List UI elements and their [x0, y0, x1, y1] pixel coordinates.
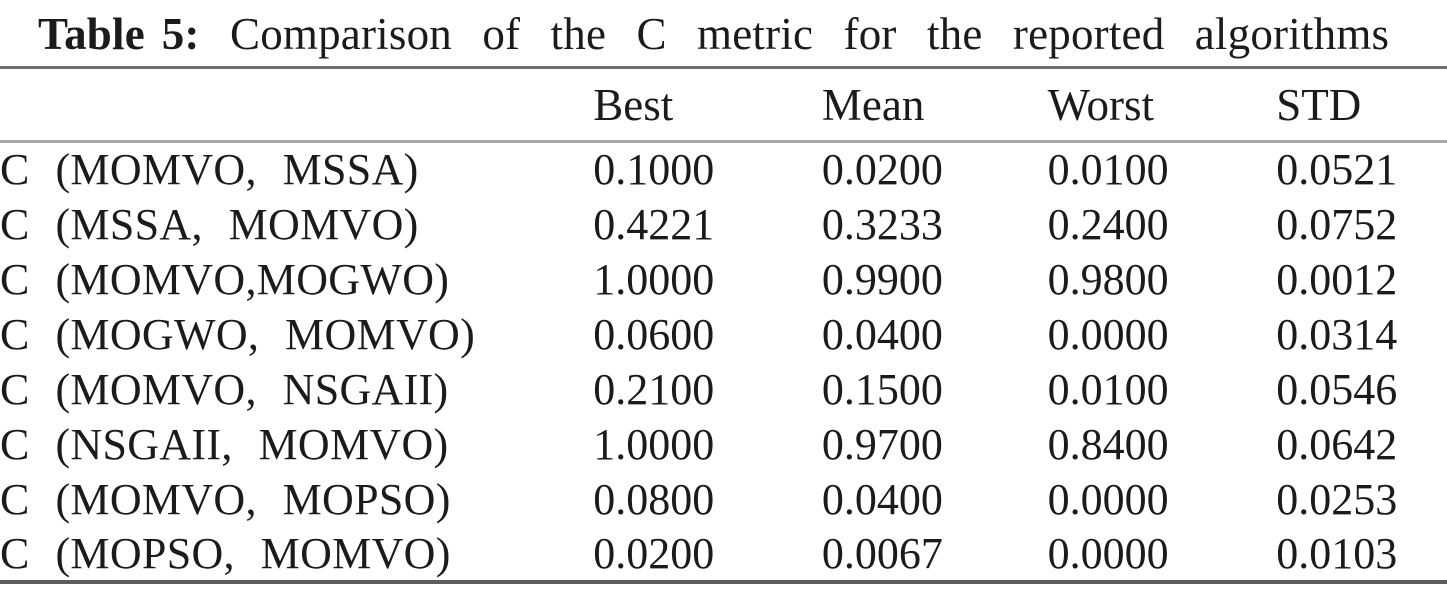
cell-best: 0.1000 [593, 145, 715, 195]
row-label: C (MOPSO, MOMVO) [0, 528, 451, 578]
cell-std: 0.0521 [1276, 145, 1398, 195]
cell-worst: 0.0000 [1047, 309, 1169, 359]
cell-worst: 0.2400 [1047, 199, 1169, 249]
cell-mean: 0.0400 [821, 474, 943, 524]
cell-best: 0.0600 [593, 309, 715, 359]
table-row: C (MOPSO, MOMVO) 0.0200 0.0067 0.0000 0.… [0, 527, 1447, 582]
cell-std: 0.0314 [1276, 309, 1398, 359]
row-label: C (MOMVO, MSSA) [0, 145, 419, 195]
row-label: C (MSSA, MOMVO) [0, 199, 419, 249]
header-row: Best Mean Worst STD [0, 68, 1447, 142]
cell-std: 0.0103 [1276, 528, 1398, 578]
cell-std: 0.0012 [1276, 254, 1398, 304]
cell-worst: 0.0100 [1047, 364, 1169, 414]
cell-mean: 0.0200 [821, 145, 943, 195]
c-metric-table: Best Mean Worst STD C (MOMVO, MSSA) 0.10… [0, 66, 1447, 584]
cell-best: 1.0000 [593, 419, 715, 469]
cell-std: 0.0752 [1276, 199, 1398, 249]
col-header-worst: Worst [1047, 79, 1154, 130]
table-row: C (MOMVO,MOGWO) 1.0000 0.9900 0.9800 0.0… [0, 252, 1447, 307]
table-row: C (MOMVO, NSGAII) 0.2100 0.1500 0.0100 0… [0, 362, 1447, 417]
cell-best: 0.2100 [593, 364, 715, 414]
cell-mean: 0.1500 [821, 364, 943, 414]
row-label: C (MOGWO, MOMVO) [0, 309, 476, 359]
table-row: C (NSGAII, MOMVO) 1.0000 0.9700 0.8400 0… [0, 417, 1447, 472]
col-header-empty [0, 68, 593, 142]
table-caption: Table 5: Comparison of the C metric for … [0, 0, 1447, 66]
cell-mean: 0.9700 [821, 419, 943, 469]
cell-worst: 0.0000 [1047, 474, 1169, 524]
col-header-std: STD [1276, 79, 1362, 130]
cell-mean: 0.0400 [821, 309, 943, 359]
cell-worst: 0.9800 [1047, 254, 1169, 304]
cell-std: 0.0253 [1276, 474, 1398, 524]
cell-mean: 0.3233 [821, 199, 943, 249]
row-label: C (MOMVO, MOPSO) [0, 474, 451, 524]
cell-best: 0.0800 [593, 474, 715, 524]
table-caption-number: Table 5: [38, 9, 200, 59]
row-label: C (MOMVO,MOGWO) [0, 254, 450, 304]
table-caption-text: Comparison of the C metric for the repor… [229, 9, 1390, 59]
col-header-best: Best [593, 79, 674, 130]
table-row: C (MOMVO, MSSA) 0.1000 0.0200 0.0100 0.0… [0, 142, 1447, 197]
cell-worst: 0.0000 [1047, 528, 1169, 578]
row-label: C (MOMVO, NSGAII) [0, 364, 449, 414]
cell-best: 1.0000 [593, 254, 715, 304]
row-label: C (NSGAII, MOMVO) [0, 419, 449, 469]
table-row: C (MOMVO, MOPSO) 0.0800 0.0400 0.0000 0.… [0, 472, 1447, 527]
cell-mean: 0.0067 [821, 528, 943, 578]
cell-mean: 0.9900 [821, 254, 943, 304]
cell-best: 0.0200 [593, 528, 715, 578]
cell-std: 0.0546 [1276, 364, 1398, 414]
table-row: C (MSSA, MOMVO) 0.4221 0.3233 0.2400 0.0… [0, 197, 1447, 252]
cell-best: 0.4221 [593, 199, 715, 249]
cell-worst: 0.0100 [1047, 145, 1169, 195]
col-header-mean: Mean [821, 79, 925, 130]
cell-worst: 0.8400 [1047, 419, 1169, 469]
table-row: C (MOGWO, MOMVO) 0.0600 0.0400 0.0000 0.… [0, 307, 1447, 362]
cell-std: 0.0642 [1276, 419, 1398, 469]
